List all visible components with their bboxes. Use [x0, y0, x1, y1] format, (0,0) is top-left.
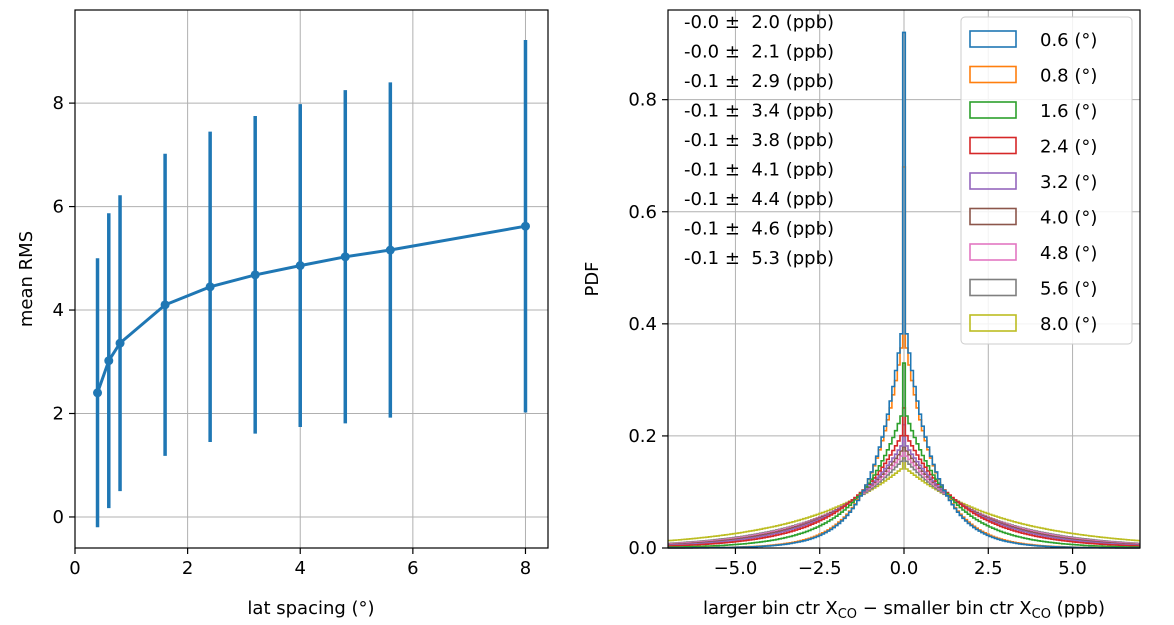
- right-y-tick-label: 0.8: [628, 90, 657, 111]
- left-data-point: [160, 300, 170, 310]
- right-legend-label: 3.2 (°): [1040, 172, 1097, 193]
- left-data-point: [340, 252, 350, 262]
- right-y-tick-label: 0.0: [628, 538, 657, 559]
- right-legend-label: 1.6 (°): [1040, 101, 1097, 122]
- right-legend-label: 0.8 (°): [1040, 66, 1097, 87]
- left-data-point: [250, 270, 260, 280]
- right-annotation-text: -0.1 ± 4.6 (ppb): [684, 219, 834, 240]
- left-x-tick-label: 2: [182, 558, 193, 579]
- left-data-point: [104, 356, 114, 366]
- right-y-tick-label: 0.2: [628, 426, 657, 447]
- left-data-point: [205, 282, 215, 292]
- right-histogram-series: [668, 362, 1140, 548]
- right-legend-label: 4.8 (°): [1040, 243, 1097, 264]
- right-annotation-text: -0.1 ± 3.8 (ppb): [684, 130, 834, 151]
- left-data-point: [385, 245, 395, 255]
- right-annotation-text: -0.0 ± 2.1 (ppb): [684, 42, 834, 63]
- left-plot-frame: [74, 9, 549, 549]
- right-annotation-text: -0.0 ± 2.0 (ppb): [684, 12, 834, 33]
- right-y-tick-label: 0.6: [628, 202, 657, 223]
- right-legend-swatch: [969, 172, 1017, 190]
- right-legend-label: 2.4 (°): [1040, 137, 1097, 158]
- left-data-point: [520, 221, 530, 231]
- left-y-tick-label: 0: [53, 507, 64, 528]
- left-rms-chart: 0 2 4 6 8 0 2 4 6 8 lat spacing (°) mean RMS: [16, 9, 549, 619]
- left-x-axis-label: lat spacing (°): [247, 598, 374, 619]
- right-annotation-text: -0.1 ± 4.1 (ppb): [684, 160, 834, 181]
- left-y-tick-label: 6: [53, 197, 64, 218]
- left-y-axis-label: mean RMS: [16, 231, 37, 327]
- right-x-tick-label: −5.0: [714, 558, 758, 579]
- left-x-tick-label: 8: [520, 558, 531, 579]
- right-ticks: −5.0 −2.5 0.0 2.5 5.0 0.0 0.2 0.4 0.6 0.8: [628, 90, 1087, 579]
- right-legend-label: 4.0 (°): [1040, 208, 1097, 229]
- right-legend-label: 0.6 (°): [1040, 30, 1097, 51]
- right-legend-swatch: [969, 207, 1017, 226]
- right-legend-swatch: [969, 65, 1017, 84]
- right-histogram-series: [668, 446, 1140, 545]
- right-histogram-series: [668, 457, 1140, 542]
- left-x-tick-label: 4: [295, 558, 306, 579]
- right-legend-swatch: [969, 101, 1017, 119]
- left-series-points: [93, 221, 530, 398]
- right-legend: 0.6 (°) 0.8 (°) 1.6 (°) 2.4 (°) 3.2 (°) 4.0 (…: [960, 16, 1133, 345]
- right-histogram-series: [668, 440, 1140, 545]
- right-histograms: [668, 31, 1140, 549]
- right-annotation-text: -0.1 ± 4.4 (ppb): [684, 189, 834, 210]
- right-histogram-series: [668, 31, 1140, 549]
- left-error-bars: [95, 40, 528, 528]
- left-y-tick-label: 2: [53, 404, 64, 425]
- right-x-tick-label: 2.5: [974, 558, 1003, 579]
- right-x-tick-label: 0.0: [890, 558, 919, 579]
- left-data-point: [295, 261, 305, 271]
- right-x-tick-label: −2.5: [798, 558, 842, 579]
- right-legend-label: 5.6 (°): [1040, 279, 1097, 300]
- right-annotation-text: -0.1 ± 2.9 (ppb): [684, 71, 834, 92]
- left-y-tick-label: 8: [53, 93, 64, 114]
- left-data-point: [93, 388, 103, 398]
- right-y-axis-label: PDF: [582, 261, 603, 296]
- right-histogram-series: [668, 423, 1140, 547]
- left-x-tick-label: 0: [69, 558, 80, 579]
- left-x-tick-label: 6: [407, 558, 418, 579]
- right-legend-swatch: [969, 278, 1017, 297]
- right-legend-swatch: [969, 30, 1017, 48]
- right-legend-swatch: [969, 243, 1017, 261]
- left-ticks: 0 2 4 6 8 0 2 4 6 8: [53, 93, 532, 579]
- right-annotations: -0.0 ± 2.0 (ppb) -0.0 ± 2.1 (ppb) -0.1 ± 2…: [684, 12, 834, 269]
- left-series-line: [96, 224, 526, 394]
- right-histogram-series: [668, 407, 1140, 547]
- right-annotation-text: -0.1 ± 3.4 (ppb): [684, 101, 834, 122]
- right-x-tick-label: 5.0: [1058, 558, 1087, 579]
- left-y-tick-label: 4: [53, 300, 64, 321]
- right-y-tick-label: 0.4: [628, 314, 657, 335]
- right-x-axis-label: larger bin ctr XCO − smaller bin ctr XCO…: [703, 598, 1105, 622]
- right-legend-swatch: [969, 136, 1017, 155]
- left-data-point: [115, 338, 125, 348]
- right-legend-swatch: [969, 314, 1017, 332]
- right-pdf-chart: −5.0 −2.5 0.0 2.5 5.0 0.0 0.2 0.4 0.6 0.8 -0.0 ± …: [582, 9, 1141, 622]
- right-annotation-text: -0.1 ± 5.3 (ppb): [684, 248, 834, 269]
- right-legend-box: [960, 16, 1133, 345]
- left-grid: [74, 10, 548, 548]
- right-legend-label: 8.0 (°): [1040, 314, 1097, 335]
- right-histogram-series: [668, 435, 1140, 546]
